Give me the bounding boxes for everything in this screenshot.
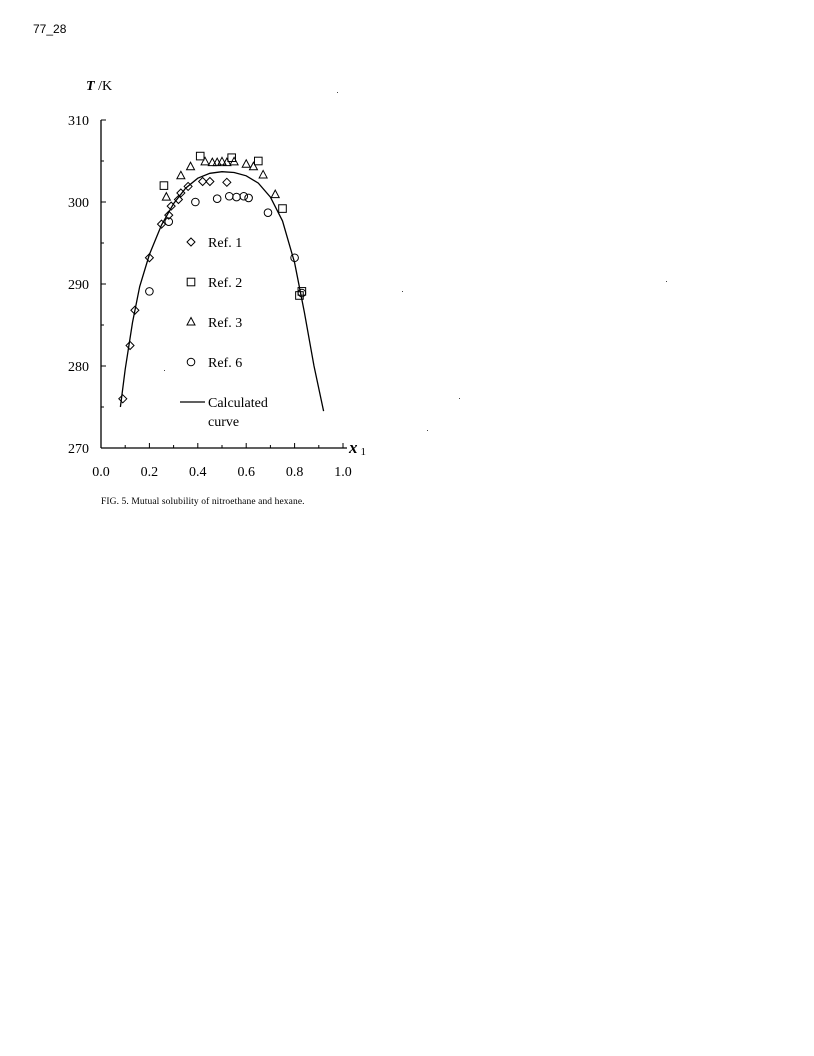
y-axis-title: T /K (86, 79, 112, 94)
data-point-triangle (200, 156, 210, 166)
y-tick-label: 300 (68, 196, 89, 211)
data-point-diamond (164, 210, 174, 220)
y-tick-label: 310 (68, 114, 89, 129)
data-point-square (195, 151, 205, 161)
data-markers-layer (118, 151, 307, 404)
data-point-circle (164, 217, 174, 226)
legend-marker-square (186, 277, 196, 287)
chart-legend: Ref. 1 Ref. 2 Ref. 3 Ref. 6 Calculated curve (180, 236, 268, 430)
calculated-curve-line (119, 171, 325, 412)
legend-label: Calculated (208, 396, 268, 411)
legend-marker-diamond (186, 237, 196, 247)
data-point-triangle (258, 169, 268, 179)
data-point-diamond (205, 176, 215, 187)
legend-label: Ref. 2 (208, 276, 242, 291)
data-point-circle (212, 194, 222, 204)
data-point-diamond (125, 340, 135, 351)
data-point-triangle (217, 156, 227, 166)
data-point-diamond (130, 305, 140, 315)
data-point-diamond (118, 394, 128, 404)
data-point-circle (290, 253, 299, 263)
data-point-diamond (156, 219, 167, 229)
x-tick-label: 0.0 (92, 465, 110, 480)
legend-label: Ref. 6 (208, 356, 242, 371)
chart-axes: 0.0 0.2 0.4 0.6 0.8 1.0 270 280 290 300 310 T /K x 1 (68, 79, 366, 480)
data-point-circle (239, 191, 249, 201)
y-tick-label: 280 (68, 360, 89, 375)
data-point-diamond (144, 253, 155, 263)
data-point-circle (263, 208, 273, 217)
data-point-diamond (166, 201, 176, 211)
data-point-triangle (207, 157, 218, 167)
data-point-diamond (173, 194, 184, 205)
legend-label-line2: curve (208, 415, 239, 430)
legend-marker-triangle (186, 316, 196, 326)
legend-marker-circle (186, 357, 196, 367)
y-tick-label: 270 (68, 442, 89, 457)
x-tick-label: 0.6 (237, 465, 255, 480)
data-point-triangle (248, 161, 259, 171)
y-tick-label: 290 (68, 278, 89, 293)
data-point-circle (224, 191, 234, 201)
figure-caption: FIG. 5. Mutual solubility of nitroethane… (101, 497, 305, 507)
calculated-curve-layer (119, 171, 325, 412)
data-point-diamond (222, 177, 232, 188)
data-point-triangle (185, 161, 196, 171)
data-point-square (159, 181, 169, 190)
data-point-diamond (183, 181, 193, 192)
legend-label: Ref. 1 (208, 236, 242, 251)
data-point-diamond (197, 176, 208, 187)
data-point-circle (232, 192, 241, 202)
legend-label: Ref. 3 (208, 316, 242, 331)
data-point-triangle (241, 158, 252, 168)
x-tick-label: 1.0 (334, 465, 352, 480)
data-point-circle (297, 288, 307, 298)
data-point-triangle (176, 170, 186, 180)
data-point-triangle (270, 189, 281, 199)
data-point-circle (145, 287, 154, 296)
page-identifier: 77_28 (33, 22, 67, 36)
x-tick-label: 0.2 (141, 465, 159, 480)
data-point-circle (191, 197, 200, 207)
x-tick-label: 0.4 (189, 465, 207, 480)
data-point-circle (244, 193, 253, 203)
data-point-triangle (229, 156, 239, 166)
data-point-triangle (161, 191, 172, 201)
data-point-triangle (222, 157, 232, 167)
data-point-diamond (176, 188, 186, 198)
data-point-square (278, 204, 287, 213)
x-tick-label: 0.8 (286, 465, 304, 480)
data-point-square (254, 156, 263, 166)
